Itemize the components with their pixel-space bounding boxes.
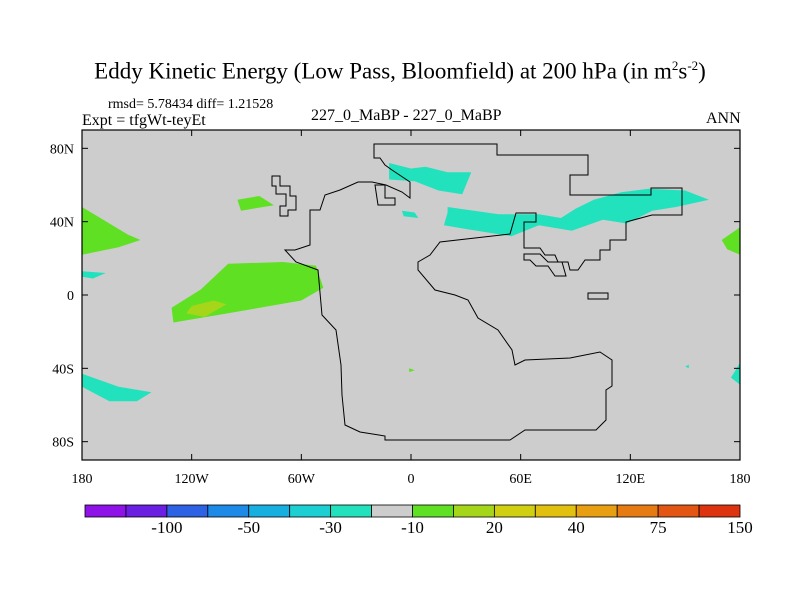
contour-region-5 <box>82 373 152 402</box>
experiment-label: Expt = tfgWt-teyEt <box>82 112 206 129</box>
lon-tick-label: 180 <box>72 472 93 487</box>
colorbar-swatch <box>248 504 291 518</box>
lat-tick-label: 0 <box>67 289 74 304</box>
longitude-axis: 180 120W 60W 0 60E 120E 180 <box>72 130 751 487</box>
pacific-island-outline <box>587 292 609 300</box>
colorbar-swatch <box>657 504 700 518</box>
contour-region-6 <box>389 163 472 195</box>
colorbar-swatch <box>84 504 127 518</box>
contour-region-9 <box>685 364 689 369</box>
contour-region-7 <box>401 210 419 218</box>
continent-outline <box>283 143 683 441</box>
colorbar-swatch <box>575 504 618 518</box>
greenland-outline <box>271 175 297 217</box>
lon-tick-label: 120E <box>616 472 646 487</box>
coastline <box>271 143 683 441</box>
contour-region-1 <box>186 300 227 317</box>
colorbar <box>84 504 741 518</box>
se-asia-outline <box>523 253 567 277</box>
latitude-axis: 80N 40N 0 40S 80S <box>50 142 740 451</box>
colorbar-label: -100 <box>151 518 183 537</box>
colorbar-label: -50 <box>237 518 261 537</box>
comparison-label: 227_0_MaBP - 227_0_MaBP <box>311 107 502 124</box>
map-background <box>82 130 740 460</box>
colorbar-label: 40 <box>567 518 585 537</box>
lat-tick-label: 40S <box>52 362 74 377</box>
contour-region-4 <box>82 271 106 279</box>
contour-region-8 <box>443 188 709 237</box>
chart-title: Eddy Kinetic Energy (Low Pass, Bloomfiel… <box>94 58 706 84</box>
arctic-island-outline <box>374 184 396 206</box>
lon-tick-label: 0 <box>408 472 415 487</box>
colorbar-swatch <box>207 504 250 518</box>
lon-tick-label: 60W <box>288 472 316 487</box>
colorbar-label: 20 <box>485 518 503 537</box>
colorbar-swatch <box>493 504 536 518</box>
contour-region-2 <box>82 207 141 255</box>
season-label: ANN <box>706 110 741 127</box>
contour-region-12 <box>409 368 415 372</box>
colorbar-label: 75 <box>649 518 667 537</box>
lon-tick-label: 180 <box>730 472 751 487</box>
colorbar-swatch <box>412 504 454 518</box>
contour-region-3 <box>237 196 274 211</box>
colorbar-swatch <box>371 504 413 518</box>
lon-tick-label: 60E <box>509 472 532 487</box>
colorbar-swatch <box>125 504 168 518</box>
lat-tick-label: 80N <box>50 142 74 157</box>
colorbar-swatch <box>166 504 209 518</box>
colorbar-swatch <box>534 504 577 518</box>
lon-tick-label: 120W <box>175 472 210 487</box>
colorbar-swatch <box>330 504 372 518</box>
lat-tick-label: 40N <box>50 216 74 231</box>
colorbar-swatch <box>616 504 659 518</box>
colorbar-swatch <box>289 504 332 518</box>
contour-regions <box>82 163 740 402</box>
colorbar-label: -30 <box>319 518 342 537</box>
contour-region-11 <box>721 227 740 255</box>
lat-tick-label: 80S <box>52 436 74 451</box>
colorbar-swatch <box>453 504 495 518</box>
colorbar-label: -10 <box>401 518 424 537</box>
stats-line: rmsd= 5.78434 diff= 1.21528 <box>108 97 274 112</box>
colorbar-swatch <box>698 504 741 518</box>
colorbar-label: 150 <box>727 518 753 537</box>
